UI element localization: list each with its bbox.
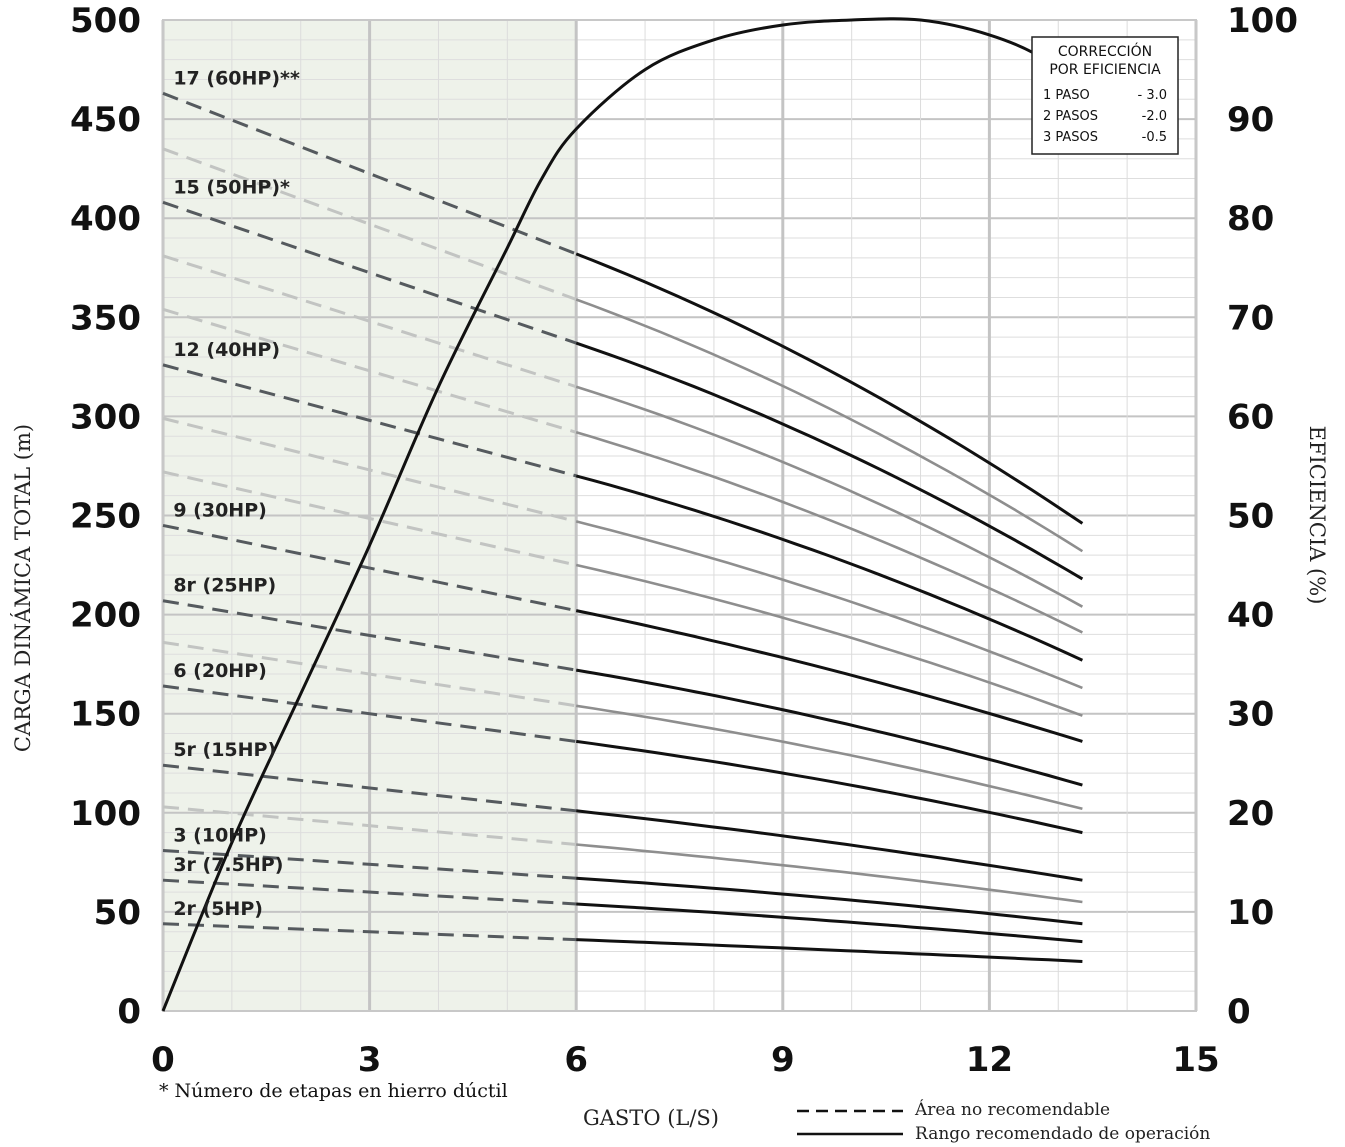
head-curve-dashed <box>162 922 577 942</box>
correction-row-value: -2.0 <box>1142 109 1167 124</box>
y-tick-label: 400 <box>70 199 141 239</box>
y-tick-label: 0 <box>117 992 141 1032</box>
x-tick-label: 15 <box>1172 1040 1219 1080</box>
head-curve-solid <box>575 252 1084 525</box>
head-curve-solid <box>575 298 1084 553</box>
curve-label: 8r (25HP) <box>173 575 276 597</box>
head-curve-solid <box>575 739 1083 835</box>
head-curve-solid <box>575 609 1083 743</box>
head-curve-dashed <box>162 805 577 847</box>
x-axis-title: GASTO (L/S) <box>583 1106 719 1130</box>
footnote: * Número de etapas en hierro dúctil <box>159 1080 508 1102</box>
head-curve-dashed <box>162 307 577 434</box>
y2-tick-label: 30 <box>1227 695 1274 735</box>
curve-label: 5r (15HP) <box>173 739 276 761</box>
y2-tick-label: 80 <box>1227 199 1274 239</box>
head-curve-dashed <box>162 523 577 613</box>
correction-title-2: POR EFICIENCIA <box>1049 62 1161 78</box>
correction-row-label: 3 PASOS <box>1043 130 1098 145</box>
head-curve-dashed <box>162 470 577 567</box>
head-curve-solid <box>575 520 1083 690</box>
x-tick-label: 0 <box>151 1040 175 1080</box>
curve-label: 15 (50HP)* <box>173 176 290 198</box>
head-curve-solid <box>576 876 1083 926</box>
head-curve-dashed <box>162 684 577 743</box>
head-curve-solid <box>575 341 1084 581</box>
correction-row-label: 1 PASO <box>1043 88 1090 103</box>
x-tick-label: 6 <box>564 1040 588 1080</box>
y-axis-title: CARGA DINÁMICA TOTAL (m) <box>11 424 35 752</box>
head-curve-dashed <box>162 254 577 389</box>
head-curve-dashed <box>162 200 577 345</box>
y2-tick-label: 70 <box>1227 298 1274 338</box>
curve-labels: 17 (60HP)** 15 (50HP)* 12 (40HP) 9 (30HP) 8r… <box>173 67 300 919</box>
correction-row-value: - 3.0 <box>1138 88 1168 103</box>
head-curve-solid <box>576 704 1083 811</box>
y-tick-label: 200 <box>70 596 141 636</box>
head-curve-solid <box>575 474 1084 662</box>
y2-tick-label: 100 <box>1227 1 1298 41</box>
head-curve-dashed <box>162 763 577 813</box>
curve-label: 2r (5HP) <box>173 898 263 920</box>
curve-label: 9 (30HP) <box>173 499 266 521</box>
efficiency-curve-group <box>161 17 1084 1012</box>
correction-title-1: CORRECCIÓN <box>1058 42 1152 60</box>
head-curve-solid <box>575 668 1083 787</box>
legend-solid-label: Rango recomendado de operación <box>915 1124 1210 1144</box>
legend: Área no recomendable Rango recomendado d… <box>797 1099 1210 1144</box>
y-tick-label: 50 <box>94 893 141 933</box>
y-tick-label: 350 <box>70 298 141 338</box>
y2-axis-title: EFICIENCIA (%) <box>1305 426 1329 605</box>
correction-row-value: -0.5 <box>1142 130 1167 145</box>
curve-label: 17 (60HP)** <box>173 67 300 89</box>
efficiency-curve <box>161 17 1084 1012</box>
correction-row-label: 2 PASOS <box>1043 109 1098 124</box>
y2-tick-label: 90 <box>1227 100 1274 140</box>
axes: CARGA DINÁMICA TOTAL (m) EFICIENCIA (%) … <box>11 1 1329 1130</box>
y2-tick-label: 60 <box>1227 397 1274 437</box>
x-tick-label: 12 <box>966 1040 1013 1080</box>
y2-tick-label: 0 <box>1227 992 1251 1032</box>
y2-tick-label: 20 <box>1227 794 1274 834</box>
y2-tick-label: 50 <box>1227 497 1274 537</box>
plot-frame <box>162 19 1197 1012</box>
y-tick-label: 450 <box>70 100 141 140</box>
head-curves <box>162 91 1084 963</box>
efficiency-correction-box: CORRECCIÓN POR EFICIENCIA 1 PASO - 3.0 2 P… <box>1031 36 1179 155</box>
head-curve-dashed <box>162 848 577 880</box>
y2-tick-label: 40 <box>1227 596 1274 636</box>
head-curve-solid <box>576 809 1083 882</box>
x-tick-label: 3 <box>358 1040 382 1080</box>
head-curve-solid <box>576 843 1083 904</box>
y2-tick-label: 10 <box>1227 893 1274 933</box>
head-curve-dashed <box>162 599 577 672</box>
head-curve-dashed <box>162 878 577 906</box>
head-curve-dashed <box>162 640 577 708</box>
y-tick-label: 300 <box>70 397 141 437</box>
y-tick-label: 500 <box>70 1 141 41</box>
head-curve-solid <box>576 938 1083 963</box>
head-curve-solid <box>576 902 1083 944</box>
head-curve-dashed <box>162 363 577 478</box>
curve-label: 12 (40HP) <box>173 339 280 361</box>
head-curve-solid <box>575 431 1083 634</box>
x-tick-label: 9 <box>771 1040 795 1080</box>
curve-label: 3r (7.5HP) <box>173 854 283 876</box>
y-tick-label: 100 <box>70 794 141 834</box>
curve-label: 3 (10HP) <box>173 824 266 846</box>
head-curve-dashed <box>162 416 577 523</box>
y-tick-label: 150 <box>70 695 141 735</box>
legend-dashed-label: Área no recomendable <box>914 1099 1110 1120</box>
curve-label: 6 (20HP) <box>173 660 266 682</box>
head-curve-solid <box>575 385 1084 608</box>
head-curve-solid <box>575 563 1083 717</box>
y-tick-label: 250 <box>70 497 141 537</box>
